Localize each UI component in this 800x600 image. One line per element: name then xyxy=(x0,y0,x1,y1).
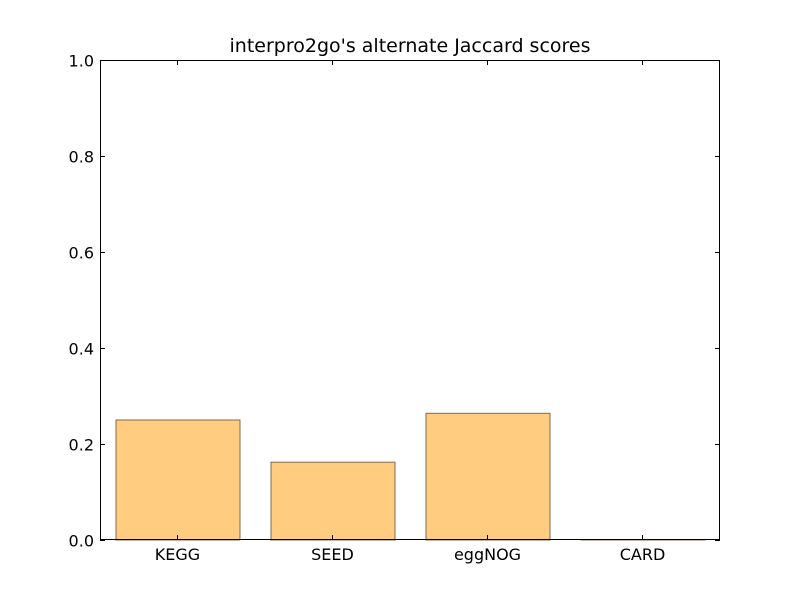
x-tick-label: KEGG xyxy=(155,545,200,564)
bar-kegg xyxy=(115,419,241,541)
y-tick-label: 0.2 xyxy=(69,436,94,455)
bar-eggnog xyxy=(425,412,551,541)
bar-seed xyxy=(270,461,396,541)
plot-frame xyxy=(100,60,720,540)
y-tick-label: 0.4 xyxy=(69,340,94,359)
x-tick-label: SEED xyxy=(311,545,354,564)
y-tick-label: 0.6 xyxy=(69,244,94,263)
y-tick-label: 0.0 xyxy=(69,532,94,551)
tick-labels-group: KEGG SEED eggNOG CARD 0.0 0.2 0.4 0.6 0.8 1.0 xyxy=(69,52,666,565)
x-tick-label: CARD xyxy=(620,545,666,564)
x-tick-label: eggNOG xyxy=(454,545,521,564)
y-tick-label: 0.8 xyxy=(69,148,94,167)
bars-group xyxy=(115,412,706,541)
ticks-group xyxy=(100,60,720,541)
y-tick-label: 1.0 xyxy=(69,52,94,71)
chart-title: interpro2go's alternate Jaccard scores xyxy=(230,35,591,57)
